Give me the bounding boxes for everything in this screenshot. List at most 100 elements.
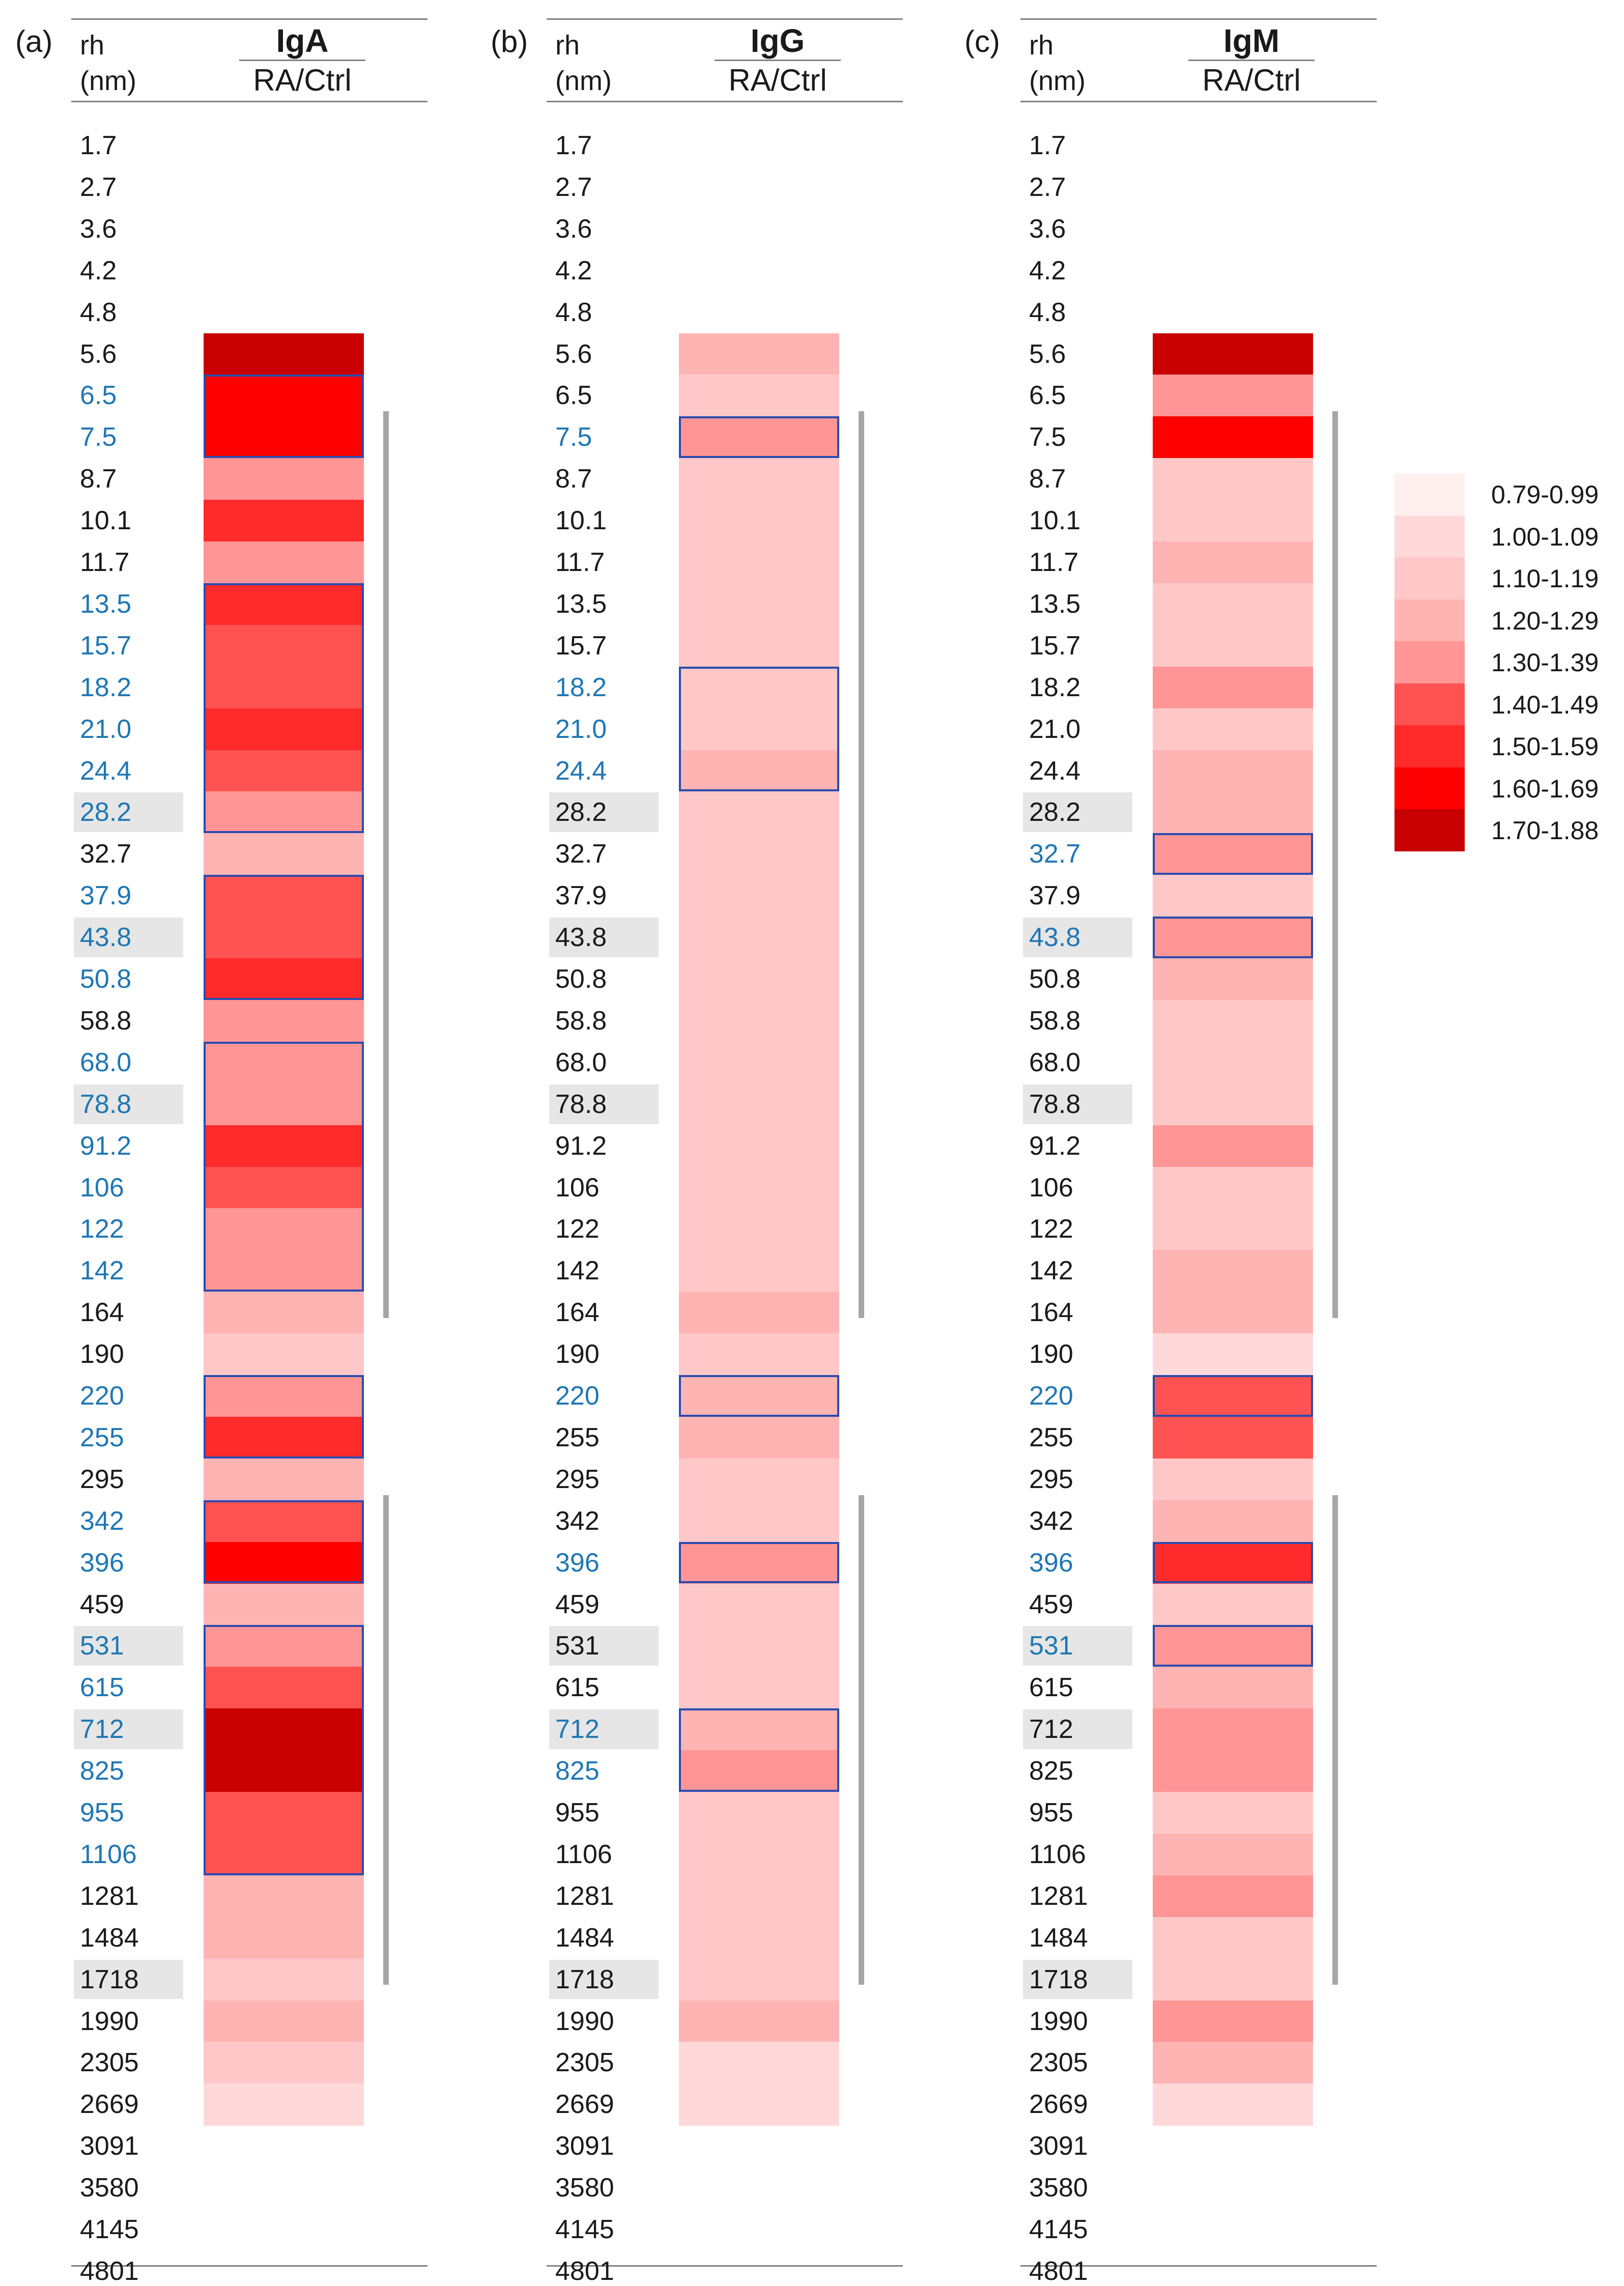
row-label: 24.4: [555, 756, 607, 786]
significance-box: [204, 583, 364, 834]
heatmap-cell: [1153, 1708, 1313, 1751]
heatmap-cell: [1153, 1125, 1313, 1167]
row-label: 142: [555, 1256, 600, 1286]
heatmap-cell: [679, 1958, 839, 2001]
heatmap-cell: [204, 750, 364, 792]
heatmap-cell: [679, 2083, 839, 2126]
heatmap-cell: [1153, 333, 1313, 375]
legend-swatch: [1394, 473, 1465, 516]
row-label: 37.9: [555, 881, 607, 911]
heatmap-cell: [679, 1583, 839, 1625]
heatmap-cell: [679, 1875, 839, 1918]
row-highlight: [74, 792, 183, 833]
range-bracket: [1332, 1495, 1338, 1985]
row-highlight: [1023, 792, 1132, 833]
heatmap-cell: [1153, 917, 1313, 959]
row-label: 1281: [1029, 1881, 1088, 1911]
row-label: 255: [1029, 1422, 1073, 1452]
heatmap-cell: [679, 708, 839, 751]
row-label: 21.0: [1029, 714, 1081, 744]
row-label: 2669: [80, 2090, 139, 2120]
heatmap-cell: [1153, 1500, 1313, 1542]
row-label: 955: [80, 1798, 124, 1827]
row-label: 955: [555, 1798, 600, 1827]
heatmap-cell: [1153, 2042, 1313, 2084]
heatmap-cell: [1153, 1792, 1313, 1834]
row-label: 531: [80, 1631, 124, 1661]
rh-header: rh: [555, 30, 580, 61]
heatmap-cell: [1153, 666, 1313, 709]
row-label: 8.7: [1029, 464, 1066, 494]
row-label: 11.7: [555, 548, 605, 577]
row-label: 190: [80, 1339, 124, 1369]
ratio-column-header: RA/Ctrl: [728, 63, 827, 97]
heatmap-cell: [1153, 1083, 1313, 1126]
heatmap-cell: [204, 458, 364, 500]
heatmap-cell: [204, 1041, 364, 1084]
rh-header: rh: [1029, 30, 1054, 61]
legend-swatch: [1394, 515, 1465, 558]
row-label: 164: [80, 1298, 124, 1328]
row-label: 2305: [80, 2048, 139, 2078]
heatmap-cell: [204, 541, 364, 584]
isotype-title: IgM: [1223, 22, 1280, 59]
legend-label: 1.20-1.29: [1491, 606, 1599, 635]
row-label: 2.7: [555, 172, 592, 202]
heatmap-cell: [679, 1041, 839, 1084]
row-label: 825: [555, 1756, 600, 1786]
heatmap-cell: [204, 1333, 364, 1376]
row-label: 142: [1029, 1256, 1073, 1286]
heatmap-cell: [679, 750, 839, 792]
range-bracket: [383, 411, 389, 1319]
row-highlight: [1023, 1084, 1132, 1124]
heatmap-cell: [204, 666, 364, 709]
heatmap-cell: [1153, 500, 1313, 542]
heatmap-cell: [1153, 791, 1313, 834]
heatmap-cell: [1153, 958, 1313, 1001]
heatmap-cell: [1153, 2083, 1313, 2126]
range-bracket: [383, 1495, 389, 1985]
row-label: 10.1: [80, 506, 132, 536]
row-label: 18.2: [80, 672, 132, 702]
row-label: 50.8: [80, 964, 132, 994]
heatmap-cell: [1153, 1583, 1313, 1625]
panel-letter: (a): [15, 24, 53, 59]
heatmap-cell: [679, 1333, 839, 1376]
heatmap-cell: [1153, 1208, 1313, 1250]
row-label: 91.2: [80, 1131, 132, 1161]
row-label: 342: [80, 1506, 124, 1536]
isotype-title: IgA: [276, 22, 329, 59]
heatmap-cell: [679, 1458, 839, 1501]
row-label: 91.2: [1029, 1131, 1081, 1161]
heatmap-cell: [679, 1416, 839, 1459]
heatmap-cell: [679, 624, 839, 667]
row-label: 1281: [555, 1881, 614, 1911]
heatmap-cell: [679, 541, 839, 584]
row-label: 1281: [80, 1881, 139, 1911]
row-label: 1718: [1029, 1964, 1088, 1994]
row-highlight: [1023, 1626, 1132, 1666]
row-label: 5.6: [555, 339, 592, 369]
heatmap-cell: [679, 333, 839, 375]
heatmap-cell: [204, 1875, 364, 1918]
legend-label: 1.00-1.09: [1491, 522, 1599, 551]
row-label: 4.2: [555, 255, 592, 285]
heatmap-cell: [679, 917, 839, 959]
table-header-rule: [71, 101, 428, 102]
heatmap-cell: [679, 833, 839, 875]
row-label: 18.2: [555, 672, 607, 702]
row-label: 28.2: [80, 797, 132, 827]
row-label: 106: [80, 1173, 124, 1203]
legend-swatch: [1394, 599, 1465, 642]
heatmap-cell: [1153, 1917, 1313, 1959]
row-label: 459: [555, 1589, 600, 1619]
row-label: 4.8: [555, 297, 592, 327]
heatmap-cell: [204, 1792, 364, 1834]
table-header-rule: [547, 101, 903, 102]
row-label: 68.0: [555, 1047, 607, 1077]
heatmap-cell: [204, 375, 364, 417]
row-label: 13.5: [555, 589, 607, 619]
row-label: 78.8: [1029, 1089, 1081, 1119]
heatmap-cell: [204, 1375, 364, 1417]
